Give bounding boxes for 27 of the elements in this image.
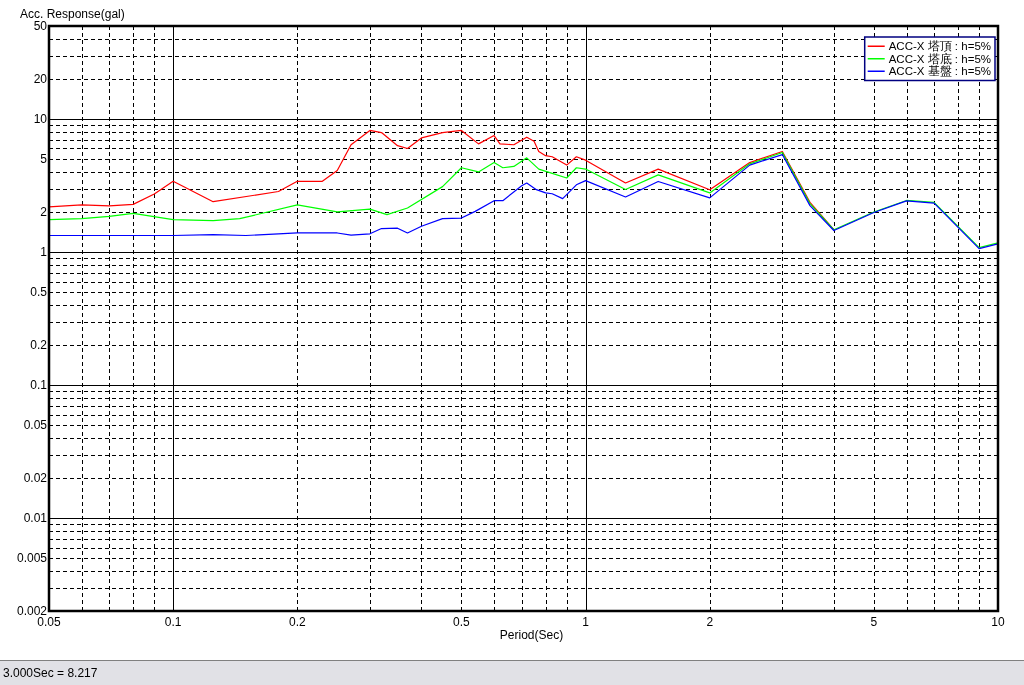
y-tick-label: 0.005: [16, 551, 48, 566]
y-tick-label: 5: [40, 152, 48, 167]
y-tick-label: 0.05: [23, 418, 48, 433]
legend-label: ACC-X 基盤 : h=5%: [888, 65, 991, 78]
y-tick-label: 10: [33, 111, 48, 126]
y-tick-label: 1: [40, 244, 48, 259]
x-tick-label: 0.5: [453, 615, 471, 629]
y-tick-label: 0.2: [30, 337, 48, 352]
y-tick-label: 20: [33, 71, 48, 86]
x-tick-label: 2: [706, 615, 714, 629]
x-tick-label: 10: [991, 615, 1005, 629]
y-tick-label: 50: [33, 19, 48, 33]
y-tick-label: 0.5: [30, 285, 48, 300]
x-axis-title: Period(Sec): [499, 628, 564, 642]
x-tick-label: 1: [582, 615, 590, 629]
y-tick-label: 0.02: [23, 470, 48, 485]
y-tick-label: 0.002: [16, 604, 48, 618]
legend-label: ACC-X 塔頂 : h=5%: [888, 40, 991, 53]
x-tick-label: 0.2: [288, 615, 306, 629]
y-tick-label: 2: [40, 204, 48, 219]
legend-label: ACC-X 塔底 : h=5%: [888, 51, 991, 65]
y-tick-label: 0.1: [30, 378, 48, 393]
text: 3.000Sec = 8.217: [3, 666, 98, 680]
x-tick-label: 0.1: [164, 615, 182, 629]
x-tick-label: 5: [870, 615, 878, 629]
y-axis-title: Acc. Response(gal): [20, 7, 125, 21]
y-tick-label: 0.01: [23, 511, 48, 526]
